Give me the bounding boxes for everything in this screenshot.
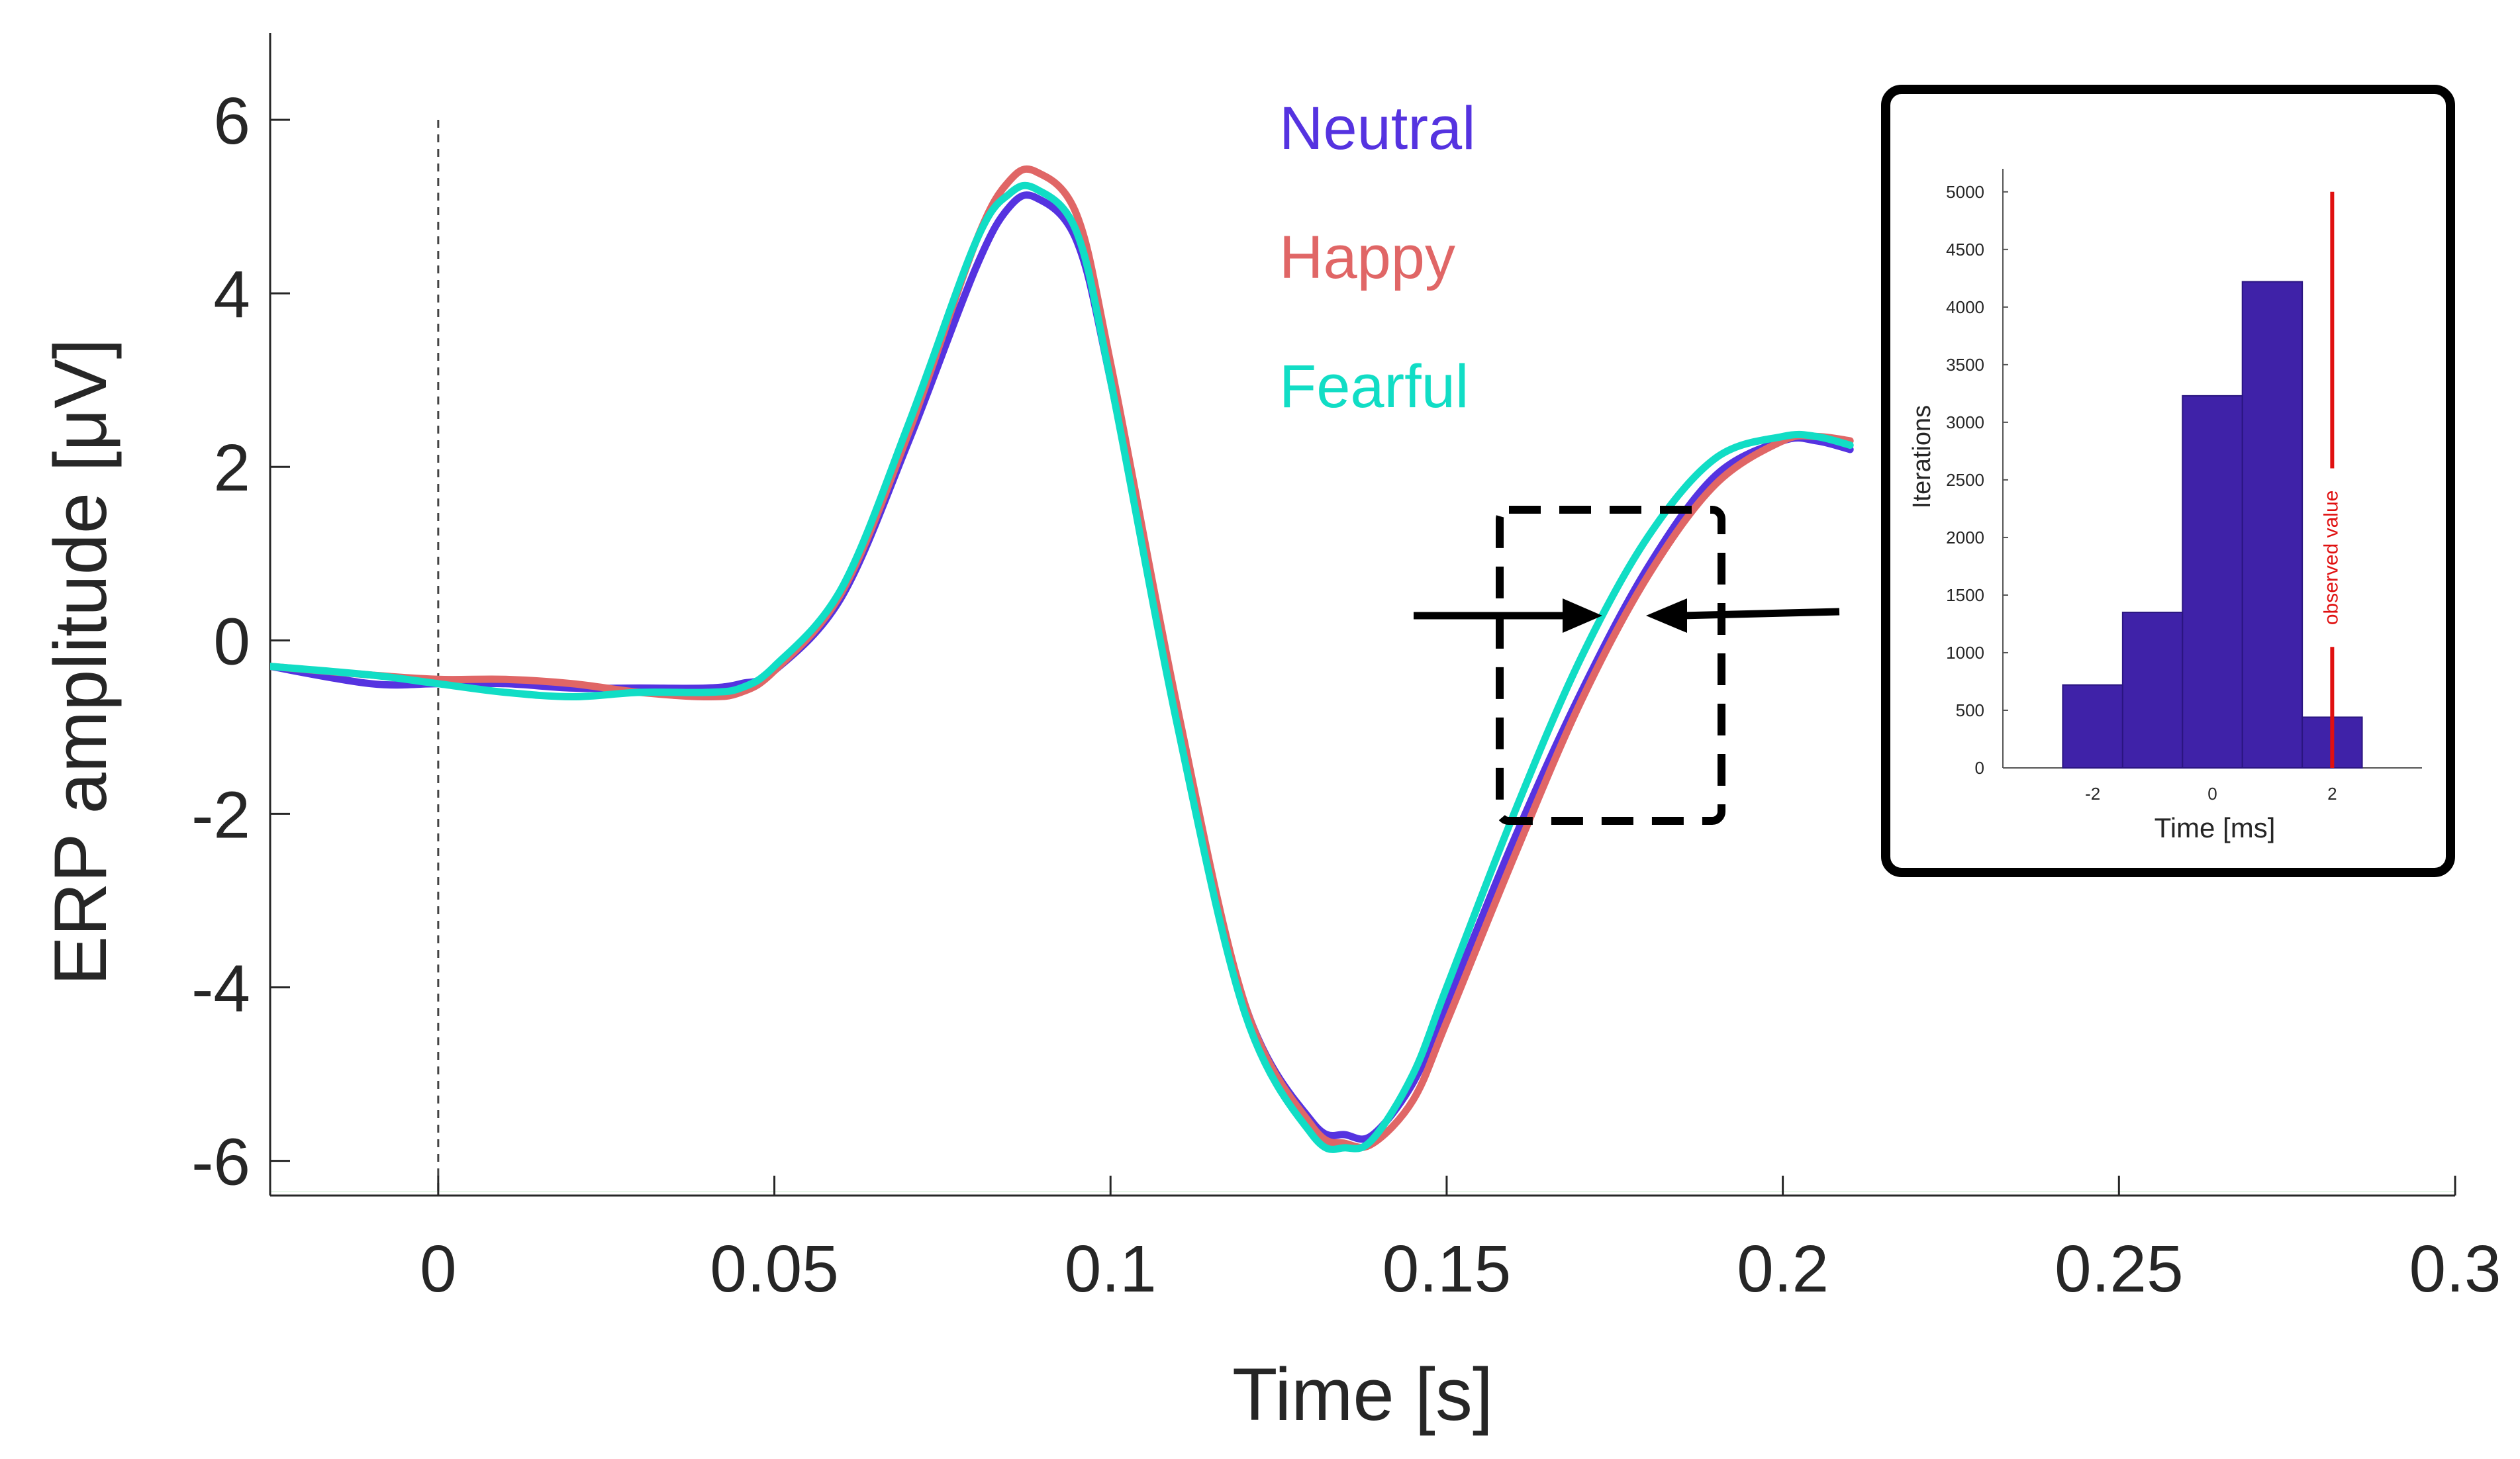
inset-y-axis-ticks: 0 500 1000 1500 2000 2500 3000 3500 4000 4500 5000 <box>1946 182 2008 778</box>
x-tick-label: 0.25 <box>2055 1232 2184 1306</box>
inset-histogram-bars <box>2062 281 2363 769</box>
observed-label-background <box>2321 468 2343 647</box>
x-axis-ticks: 0 0.05 0.1 0.15 0.2 0.25 0.3 <box>420 1176 2501 1306</box>
histogram-bar <box>2182 395 2243 769</box>
inset-y-tick-label: 3500 <box>1946 355 1984 375</box>
observed-value-label: observed value <box>2320 491 2342 625</box>
inset-y-tick-label: 2500 <box>1946 470 1984 490</box>
inset-x-tick-label: 0 <box>2207 784 2217 804</box>
y-tick-label: 6 <box>213 84 250 158</box>
x-tick-label: 0.2 <box>1737 1232 1829 1306</box>
y-tick-label: 2 <box>213 431 250 505</box>
inset-y-tick-label: 1500 <box>1946 585 1984 605</box>
x-tick-label: 0.15 <box>1382 1232 1512 1306</box>
inset-y-tick-label: 5000 <box>1946 182 1984 202</box>
legend-entry-fearful: Fearful <box>1279 353 1469 420</box>
histogram-bar <box>2121 612 2184 769</box>
x-axis-label: Time [s] <box>1232 1353 1493 1436</box>
arrow-right-icon <box>1414 598 1602 633</box>
histogram-bar <box>2062 684 2123 769</box>
x-tick-label: 0.05 <box>710 1232 839 1306</box>
inset-x-tick-label: 2 <box>2327 784 2337 804</box>
inset-histogram-panel: 0 500 1000 1500 2000 2500 3000 3500 4000 4500 5000… <box>1881 85 2455 877</box>
inset-y-tick-label: 4000 <box>1946 297 1984 317</box>
arrow-left-icon <box>1646 598 1840 633</box>
y-axis-label: ERP amplitude [μV] <box>39 338 122 986</box>
y-axis-ticks: -6 -4 -2 0 2 4 6 <box>191 84 290 1200</box>
inset-y-tick-label: 3000 <box>1946 412 1984 432</box>
inset-y-tick-label: 2000 <box>1946 528 1984 547</box>
inset-x-tick-label: -2 <box>2085 784 2100 804</box>
inset-y-tick-label: 1000 <box>1946 643 1984 663</box>
y-tick-label: 4 <box>213 258 250 332</box>
x-tick-label: 0.1 <box>1065 1232 1157 1306</box>
x-tick-label: 0.3 <box>2409 1232 2501 1306</box>
x-tick-label: 0 <box>420 1232 457 1306</box>
inset-x-axis-label: Time [ms] <box>2155 812 2276 843</box>
legend-entry-neutral: Neutral <box>1279 95 1476 162</box>
inset-y-tick-label: 500 <box>1956 700 1984 720</box>
inset-y-axis-label: Iterations <box>1908 405 1936 508</box>
erp-series-group <box>270 165 1854 1153</box>
y-tick-label: -4 <box>191 951 250 1025</box>
histogram-bar <box>2241 281 2303 769</box>
inset-y-tick-label: 0 <box>1975 758 1984 778</box>
y-tick-label: -2 <box>191 778 250 852</box>
y-tick-label: -6 <box>191 1125 250 1200</box>
latency-highlight-dashed-box <box>1496 506 1725 825</box>
y-tick-label: 0 <box>213 604 250 679</box>
series-line-fearful <box>270 181 1854 1153</box>
legend-entry-happy: Happy <box>1279 224 1455 291</box>
inset-y-tick-label: 4500 <box>1946 240 1984 259</box>
